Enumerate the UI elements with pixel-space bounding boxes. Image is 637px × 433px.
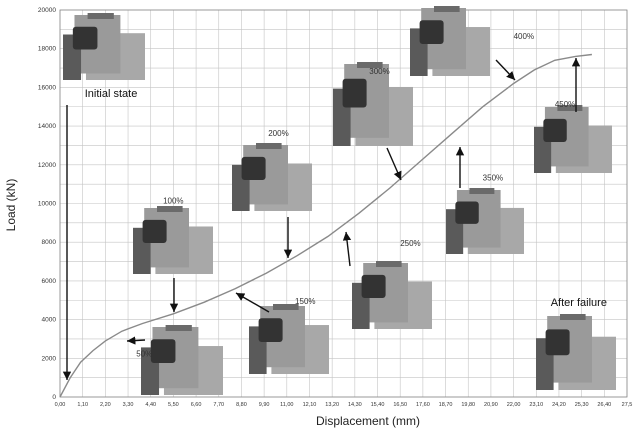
photo-joint (419, 20, 444, 45)
annotation-label: 200% (268, 129, 288, 138)
annotation-label: 450% (555, 100, 575, 109)
y-tick-label: 20000 (38, 7, 56, 14)
annotation-label: 100% (163, 197, 183, 206)
x-tick-label: 9,90 (259, 402, 270, 408)
specimen-photo (249, 304, 329, 374)
annotation-arrows (62, 58, 581, 380)
annotation-label: 350% (483, 173, 503, 182)
photo-joint (361, 274, 386, 298)
y-axis-title: Load (kN) (4, 179, 18, 232)
annotation-arrow (342, 231, 352, 267)
x-tick-label: 20,90 (484, 402, 498, 408)
y-tick-label: 10000 (38, 201, 56, 208)
y-tick-label: 6000 (42, 278, 57, 285)
photo-cap (376, 261, 402, 267)
specimen-photo (333, 62, 413, 146)
photo-joint (258, 318, 283, 343)
x-tick-label: 13,20 (325, 402, 339, 408)
x-tick-label: 1,10 (77, 402, 88, 408)
y-tick-label: 0 (52, 394, 56, 401)
photo-joint (545, 329, 570, 356)
load-curve (59, 53, 592, 398)
annotation-label: Initial state (85, 88, 138, 100)
x-tick-label: 8,80 (236, 402, 247, 408)
photo-cap (560, 314, 586, 320)
specimen-photo (133, 206, 213, 274)
x-tick-label: 16,50 (393, 402, 407, 408)
photo-joint (543, 118, 567, 142)
annotation-label: 400% (514, 32, 534, 41)
photo-joint (455, 201, 479, 224)
y-tick-label: 12000 (38, 162, 56, 169)
x-tick-label: 14,30 (348, 402, 362, 408)
annotation-arrow (386, 147, 402, 181)
x-tick-label: 2,20 (100, 402, 111, 408)
photo-cap (165, 325, 192, 331)
annotation-arrow (126, 336, 146, 345)
photo-cap (357, 62, 383, 68)
annotation-arrow (235, 292, 270, 313)
y-tick-label: 4000 (42, 317, 57, 324)
x-tick-label: 25,30 (575, 402, 589, 408)
x-tick-label: 7,70 (213, 402, 224, 408)
tick-labels: 0,00 1,10 2,20 3,30 4,40 5,50 6,60 7,70 8,80 9,90… (38, 7, 632, 408)
specimen-photo (446, 188, 524, 254)
x-tick-label: 24,20 (552, 402, 566, 408)
x-tick-label: 17,60 (416, 402, 430, 408)
y-tick-label: 14000 (38, 123, 56, 130)
photo-joint (72, 26, 98, 50)
photo-cap (434, 6, 460, 12)
x-tick-label: 6,60 (191, 402, 202, 408)
specimen-photo (410, 6, 490, 76)
photo-cap (273, 304, 299, 310)
x-tick-label: 5,50 (168, 402, 179, 408)
plot-frame (59, 9, 628, 398)
annotation-arrow (495, 59, 516, 81)
annotation-label: After failure (551, 297, 607, 309)
annotation-label: 50% (136, 349, 152, 358)
specimen-photo (63, 13, 145, 80)
x-tick-label: 18,70 (439, 402, 453, 408)
photo-joint (241, 156, 266, 180)
specimen-photo (536, 314, 616, 390)
x-tick-label: 4,40 (145, 402, 156, 408)
specimen-photo (232, 143, 312, 211)
y-tick-label: 16000 (38, 84, 56, 91)
y-tick-label: 8000 (42, 239, 57, 246)
photo-cap (469, 188, 495, 194)
x-tick-label: 19,80 (461, 402, 475, 408)
x-tick-label: 15,40 (371, 402, 385, 408)
y-tick-label: 18000 (38, 46, 56, 53)
specimen-photos (63, 6, 616, 395)
specimen-photo (141, 325, 223, 395)
photo-joint (342, 78, 367, 108)
specimen-photo (534, 105, 612, 173)
y-tick-label: 2000 (42, 355, 57, 362)
x-tick-label: 23,10 (529, 402, 543, 408)
annotation-label: 250% (400, 239, 420, 248)
photo-cap (87, 13, 114, 19)
photo-cap (157, 206, 183, 212)
x-tick-label: 0,00 (55, 402, 66, 408)
photo-cap (557, 105, 583, 111)
x-tick-label: 12,10 (303, 402, 317, 408)
x-tick-label: 26,40 (597, 402, 611, 408)
series-line (59, 53, 592, 398)
photo-joint (150, 339, 176, 364)
x-axis-title: Displacement (mm) (316, 414, 420, 428)
annotation-label: 300% (369, 67, 389, 76)
photo-cap (256, 143, 282, 149)
annotation-label: 150% (295, 297, 315, 306)
x-tick-label: 3,30 (123, 402, 134, 408)
annotation-labels: Initial state 50% 100% 150% 200% 250% 300% 350%… (85, 32, 607, 358)
photo-joint (142, 219, 167, 243)
x-tick-label: 22,00 (507, 402, 521, 408)
specimen-photo (352, 261, 432, 329)
x-tick-label: 11,00 (280, 402, 293, 408)
x-tick-label: 27,5 (622, 402, 633, 408)
